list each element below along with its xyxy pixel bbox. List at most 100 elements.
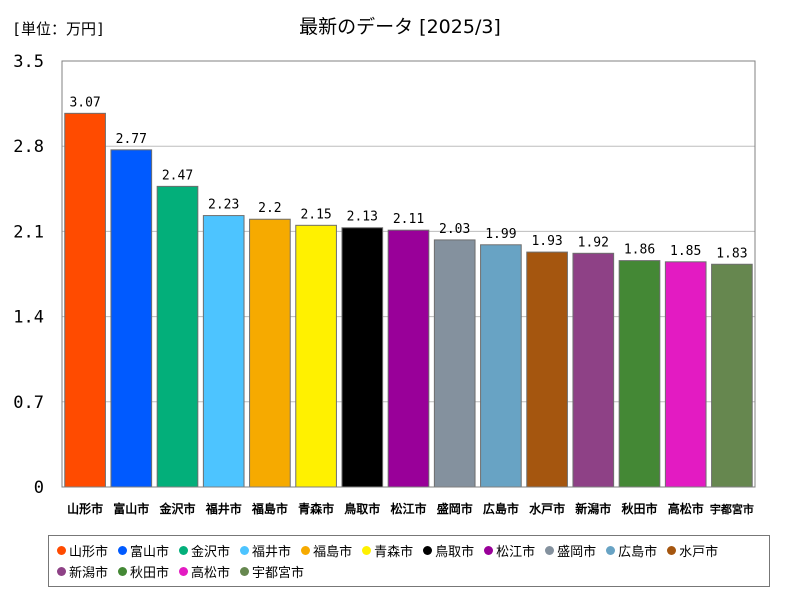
unit-label: [単位：万円] [12, 20, 106, 38]
x-tick-label: 広島市 [483, 501, 519, 516]
legend-label: 盛岡市 [557, 545, 597, 560]
legend-label: 広島市 [618, 545, 658, 560]
legend-item: 新潟市 [57, 561, 108, 582]
y-tick-label: 0.7 [13, 393, 44, 413]
legend-marker [118, 546, 128, 555]
legend-item: 水戸市 [667, 540, 718, 561]
legend-item: 富山市 [118, 540, 169, 561]
value-label: 2.23 [208, 198, 239, 213]
bar [711, 263, 753, 488]
bar [664, 261, 707, 488]
value-label: 2.11 [393, 212, 424, 227]
legend-marker [118, 567, 128, 576]
x-tick-label: 秋田市 [621, 501, 657, 516]
legend-label: 松江市 [496, 545, 536, 560]
legend-marker [240, 546, 250, 555]
y-tick-label: 3.5 [13, 52, 44, 72]
value-label: 3.07 [69, 95, 100, 110]
chart-title: 最新のデータ [2025/3] [299, 16, 501, 38]
x-tick-label: 鳥取市 [344, 501, 380, 516]
legend-marker [545, 546, 555, 555]
legend-label: 福井市 [252, 545, 292, 560]
legend-label: 秋田市 [130, 566, 170, 581]
x-tick-label: 富山市 [113, 501, 149, 516]
legend-marker [57, 546, 66, 555]
value-label: 1.86 [624, 243, 655, 258]
legend-marker [301, 546, 311, 555]
legend-item: 鳥取市 [423, 540, 474, 561]
x-tick-label: 水戸市 [529, 501, 565, 516]
legend-item: 福島市 [301, 540, 352, 561]
legend-label: 高松市 [191, 566, 231, 581]
legend-marker [484, 546, 494, 555]
x-tick-label: 青森市 [298, 501, 334, 516]
legend-label: 山形市 [69, 545, 109, 560]
legend-item: 盛岡市 [545, 540, 596, 561]
x-axis-labels: 山形市 富山市 金沢市 福井市 福島市 青森市 鳥取市 松江市 盛岡市 広島市 水戸市 新潟市 秋田市高… [67, 501, 754, 516]
legend-item: 福井市 [240, 540, 291, 561]
legend-item: 宇都宮市 [240, 561, 304, 582]
x-tick-label: 松江市 [390, 501, 426, 516]
value-label: 1.93 [531, 234, 562, 249]
legend-item: 金沢市 [179, 540, 230, 561]
legend-label: 金沢市 [191, 545, 231, 560]
value-label: 2.47 [162, 168, 193, 183]
legend-item: 松江市 [484, 540, 535, 561]
value-label: 2.15 [300, 207, 331, 222]
legend-item: 山形市 [57, 540, 108, 561]
legend-marker [606, 546, 616, 555]
bar [387, 229, 430, 488]
legend-label: 富山市 [130, 545, 170, 560]
bar [341, 227, 384, 488]
value-label: 1.92 [578, 235, 609, 250]
y-tick-label: 2.1 [13, 222, 44, 242]
value-labels: 3.07 2.77 2.47 2.23 2.2 2.15 2.13 2.11 2.03 1.99 1… [69, 95, 747, 261]
bar [572, 252, 615, 488]
legend-item: 秋田市 [118, 561, 169, 582]
bar [202, 215, 245, 488]
legend-marker [57, 567, 66, 576]
value-label: 2.13 [347, 210, 378, 225]
bar [110, 149, 153, 488]
y-tick-label: 1.4 [13, 308, 44, 328]
x-tick-label: 福島市 [251, 501, 288, 516]
legend-label: 水戸市 [679, 545, 719, 560]
value-label: 2.77 [116, 132, 147, 147]
legend-item: 高松市 [179, 561, 230, 582]
value-label: 2.2 [258, 201, 281, 216]
value-label: 1.85 [670, 244, 701, 259]
legend-label: 青森市 [374, 545, 414, 560]
legend-label: 新潟市 [69, 566, 109, 581]
legend: 山形市 富山市 金沢市 福井市 福島市 青森市 鳥取市 松江市 盛岡市 広島市 水戸市新潟市 秋田市 高… [48, 535, 770, 587]
legend-item: 青森市 [362, 540, 413, 561]
bar [64, 112, 106, 488]
y-tick-label: 0 [34, 478, 44, 498]
legend-item: 広島市 [606, 540, 657, 561]
bar [156, 185, 199, 488]
legend-label: 宇都宮市 [252, 566, 305, 581]
bar [433, 239, 476, 488]
y-tick-label: 2.8 [13, 137, 44, 157]
x-tick-label: 高松市 [668, 501, 704, 516]
value-label: 1.99 [485, 227, 516, 242]
bar [295, 224, 337, 488]
legend-label: 鳥取市 [435, 545, 475, 560]
x-tick-label: 金沢市 [158, 501, 195, 516]
legend-marker [667, 546, 677, 555]
bar [480, 244, 522, 488]
legend-label: 福島市 [313, 545, 353, 560]
value-label: 2.03 [439, 222, 470, 237]
legend-marker [179, 567, 189, 576]
legend-marker [240, 567, 250, 576]
x-tick-label: 盛岡市 [437, 501, 473, 516]
bar [249, 218, 291, 488]
value-label: 1.83 [716, 246, 747, 261]
bar [618, 260, 661, 488]
legend-marker [423, 546, 433, 555]
x-tick-label: 新潟市 [575, 501, 611, 516]
x-tick-label: 山形市 [67, 501, 103, 516]
y-axis-ticks: 3.5 2.8 2.1 1.4 0.7 0 [13, 52, 44, 498]
legend-marker [362, 546, 372, 555]
plot-frame [61, 60, 756, 488]
